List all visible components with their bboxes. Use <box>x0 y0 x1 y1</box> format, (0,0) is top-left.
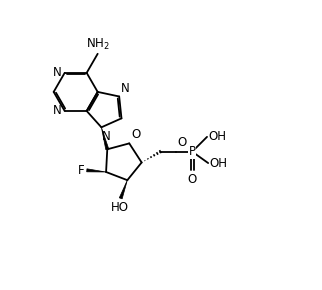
Text: OH: OH <box>208 130 226 143</box>
Text: NH$_2$: NH$_2$ <box>86 37 109 52</box>
Text: O: O <box>177 136 187 149</box>
Polygon shape <box>101 127 109 150</box>
Text: N: N <box>53 104 62 117</box>
Text: O: O <box>188 173 197 186</box>
Text: HO: HO <box>111 201 129 214</box>
Polygon shape <box>119 180 127 199</box>
Text: F: F <box>78 164 85 177</box>
Text: OH: OH <box>209 157 227 170</box>
Text: O: O <box>131 128 140 142</box>
Polygon shape <box>87 169 106 172</box>
Text: N: N <box>53 66 62 79</box>
Text: P: P <box>189 145 196 158</box>
Text: N: N <box>102 130 111 143</box>
Text: N: N <box>121 82 129 95</box>
